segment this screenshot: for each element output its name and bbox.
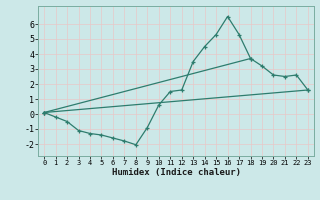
X-axis label: Humidex (Indice chaleur): Humidex (Indice chaleur) xyxy=(111,168,241,177)
